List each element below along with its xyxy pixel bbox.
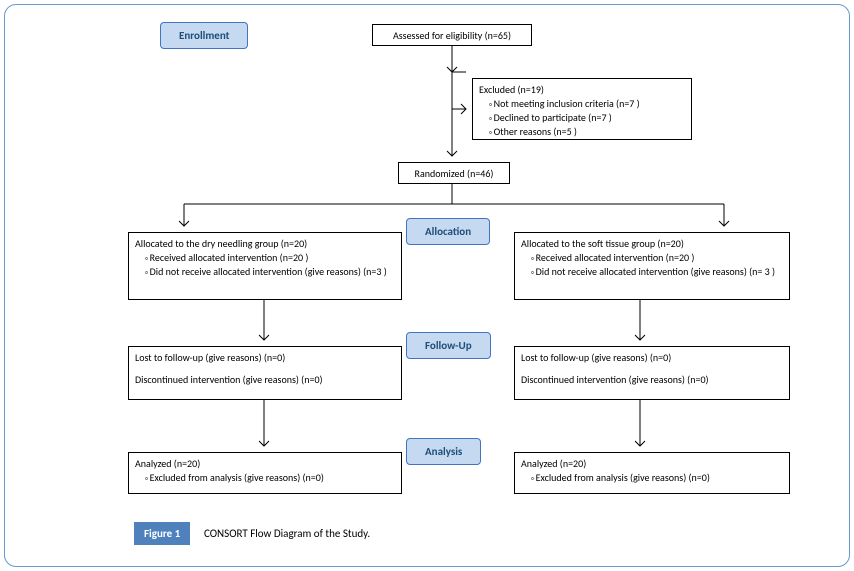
box-alloc-left-b1: Did not receive allocated intervention (… xyxy=(135,265,395,279)
box-fu-right-l0: Lost to follow-up (give reasons) (n=0) xyxy=(521,351,783,365)
box-alloc-right-b0: Received allocated intervention (n=20 ) xyxy=(521,251,783,265)
box-an-right: Analyzed (n=20) Excluded from analysis (… xyxy=(514,452,790,494)
box-assessed: Assessed for eligibility (n=65) xyxy=(372,24,532,46)
phase-analysis: Analysis xyxy=(406,438,481,465)
box-an-right-title: Analyzed (n=20) xyxy=(521,457,783,471)
box-excluded-title: Excluded (n=19) xyxy=(479,83,685,97)
box-alloc-left-b0: Received allocated intervention (n=20 ) xyxy=(135,251,395,265)
box-excluded-bullet-0: Not meeting inclusion criteria (n=7 ) xyxy=(479,97,685,111)
box-excluded: Excluded (n=19) Not meeting inclusion cr… xyxy=(472,78,692,140)
figure-caption-text-value: CONSORT Flow Diagram of the Study. xyxy=(204,527,370,540)
phase-allocation: Allocation xyxy=(406,218,490,245)
box-alloc-right: Allocated to the soft tissue group (n=20… xyxy=(514,232,790,300)
figure-caption-badge-label: Figure 1 xyxy=(144,527,180,540)
box-excluded-bullet-2: Other reasons (n=5 ) xyxy=(479,125,685,139)
box-excluded-bullet-1: Declined to participate (n=7 ) xyxy=(479,111,685,125)
box-alloc-left: Allocated to the dry needling group (n=2… xyxy=(128,232,402,300)
box-assessed-text: Assessed for eligibility (n=65) xyxy=(393,29,511,42)
phase-enrollment: Enrollment xyxy=(160,22,248,49)
box-alloc-left-title: Allocated to the dry needling group (n=2… xyxy=(135,237,395,251)
box-randomized: Randomized (n=46) xyxy=(398,162,510,184)
box-fu-right: Lost to follow-up (give reasons) (n=0) D… xyxy=(514,346,790,400)
figure-caption-text: CONSORT Flow Diagram of the Study. xyxy=(204,527,370,540)
figure-caption-badge: Figure 1 xyxy=(134,522,190,545)
box-an-right-b0: Excluded from analysis (give reasons) (n… xyxy=(521,471,783,485)
phase-followup: Follow-Up xyxy=(406,332,491,359)
box-an-left-b0: Excluded from analysis (give reasons) (n… xyxy=(135,471,395,485)
box-fu-right-l1: Discontinued intervention (give reasons)… xyxy=(521,373,783,387)
box-an-left-title: Analyzed (n=20) xyxy=(135,457,395,471)
box-fu-left: Lost to follow-up (give reasons) (n=0) D… xyxy=(128,346,402,400)
phase-followup-label: Follow-Up xyxy=(425,339,472,352)
phase-allocation-label: Allocation xyxy=(425,225,471,238)
box-alloc-right-b1: Did not receive allocated intervention (… xyxy=(521,265,783,279)
phase-analysis-label: Analysis xyxy=(425,445,462,458)
box-fu-left-l0: Lost to follow-up (give reasons) (n=0) xyxy=(135,351,395,365)
box-fu-left-l1: Discontinued intervention (give reasons)… xyxy=(135,373,395,387)
box-alloc-right-title: Allocated to the soft tissue group (n=20… xyxy=(521,237,783,251)
phase-enrollment-label: Enrollment xyxy=(179,29,229,42)
box-randomized-text: Randomized (n=46) xyxy=(415,167,494,180)
box-an-left: Analyzed (n=20) Excluded from analysis (… xyxy=(128,452,402,494)
